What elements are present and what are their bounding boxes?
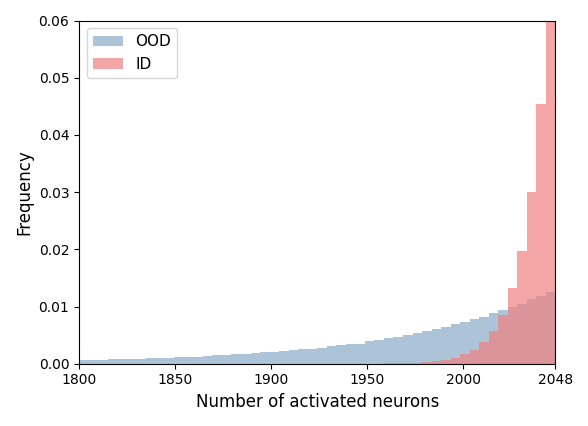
- Bar: [403, 363, 413, 364]
- Bar: [384, 339, 393, 364]
- Bar: [546, 0, 556, 364]
- Bar: [108, 360, 117, 364]
- Bar: [479, 317, 489, 364]
- Bar: [470, 319, 479, 364]
- Bar: [327, 346, 336, 364]
- Bar: [489, 331, 498, 364]
- Bar: [174, 357, 184, 364]
- Bar: [498, 310, 508, 364]
- Bar: [346, 344, 355, 364]
- Bar: [393, 337, 403, 364]
- Bar: [460, 322, 470, 364]
- Bar: [89, 360, 98, 364]
- Bar: [498, 315, 508, 364]
- Bar: [517, 251, 527, 364]
- Bar: [136, 359, 146, 364]
- Bar: [441, 327, 450, 364]
- Bar: [155, 358, 165, 364]
- Bar: [260, 352, 269, 364]
- Bar: [212, 355, 222, 364]
- Bar: [422, 331, 432, 364]
- Bar: [98, 360, 108, 364]
- Bar: [355, 344, 365, 364]
- Bar: [193, 357, 203, 364]
- Bar: [365, 341, 375, 364]
- Bar: [527, 193, 536, 364]
- Bar: [298, 349, 308, 364]
- Bar: [165, 358, 174, 364]
- Bar: [517, 304, 527, 364]
- Bar: [403, 335, 413, 364]
- Bar: [250, 353, 260, 364]
- Bar: [146, 358, 155, 364]
- Bar: [413, 333, 422, 364]
- Bar: [336, 345, 346, 364]
- Bar: [450, 358, 460, 364]
- Bar: [318, 348, 327, 364]
- Bar: [432, 329, 441, 364]
- Bar: [203, 356, 212, 364]
- Bar: [441, 360, 450, 364]
- Bar: [289, 350, 298, 364]
- Bar: [536, 104, 546, 364]
- Bar: [527, 299, 536, 364]
- Bar: [308, 349, 318, 364]
- Bar: [79, 360, 89, 364]
- Y-axis label: Frequency: Frequency: [15, 149, 33, 235]
- Bar: [413, 363, 422, 364]
- Bar: [279, 351, 289, 364]
- Bar: [126, 359, 136, 364]
- Bar: [479, 342, 489, 364]
- Bar: [184, 357, 193, 364]
- Bar: [489, 313, 498, 364]
- Bar: [269, 351, 279, 364]
- Bar: [460, 354, 470, 364]
- X-axis label: Number of activated neurons: Number of activated neurons: [196, 393, 439, 411]
- Bar: [117, 359, 126, 364]
- Bar: [508, 288, 517, 364]
- Bar: [241, 354, 250, 364]
- Bar: [422, 362, 432, 364]
- Bar: [393, 363, 403, 364]
- Bar: [232, 354, 241, 364]
- Bar: [470, 350, 479, 364]
- Bar: [546, 292, 556, 364]
- Bar: [450, 324, 460, 364]
- Bar: [375, 340, 384, 364]
- Bar: [536, 296, 546, 364]
- Legend: OOD, ID: OOD, ID: [86, 28, 178, 78]
- Bar: [508, 308, 517, 364]
- Bar: [432, 361, 441, 364]
- Bar: [222, 355, 232, 364]
